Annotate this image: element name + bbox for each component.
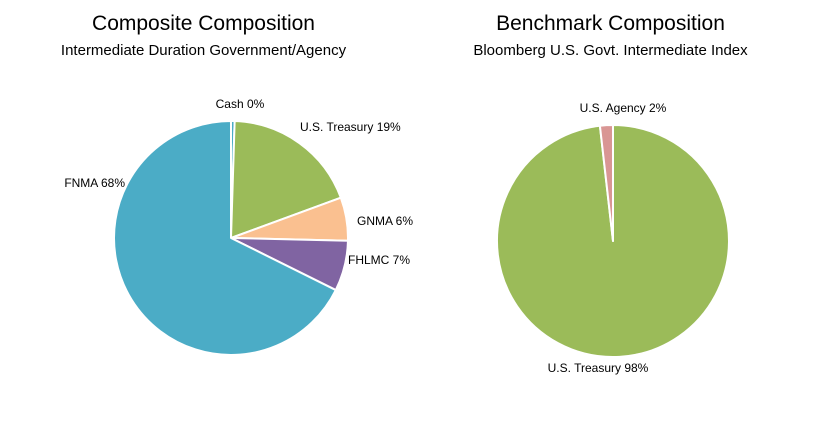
slice-label: FHLMC 7% <box>348 253 410 267</box>
composite-composition-chart: Composite Composition Intermediate Durat… <box>60 12 413 356</box>
chart-title: Composite Composition <box>92 12 315 35</box>
pie-slice <box>230 120 342 239</box>
slice-label: FNMA 68% <box>64 176 125 190</box>
slice-label: U.S. Agency 2% <box>580 101 667 115</box>
slice-label: U.S. Treasury 19% <box>300 120 401 134</box>
benchmark-pie: U.S. Treasury 98% U.S. Agency 2% <box>495 101 730 375</box>
pie-slice <box>113 120 337 356</box>
slice-label: U.S. Treasury 98% <box>548 361 649 375</box>
chart-subtitle: Intermediate Duration Government/Agency <box>60 42 347 59</box>
composite-pie: Cash 0% U.S. Treasury 19% GNMA 6% FHLMC 7% F… <box>64 97 413 356</box>
pie-slice <box>598 123 614 242</box>
chart-subtitle: Bloomberg U.S. Govt. Intermediate Index <box>473 42 748 59</box>
benchmark-composition-chart: Benchmark Composition Bloomberg U.S. Gov… <box>407 0 814 424</box>
slice-label: Cash 0% <box>216 97 265 111</box>
chart-title: Benchmark Composition <box>496 12 725 35</box>
slice-label: GNMA 6% <box>357 214 413 228</box>
